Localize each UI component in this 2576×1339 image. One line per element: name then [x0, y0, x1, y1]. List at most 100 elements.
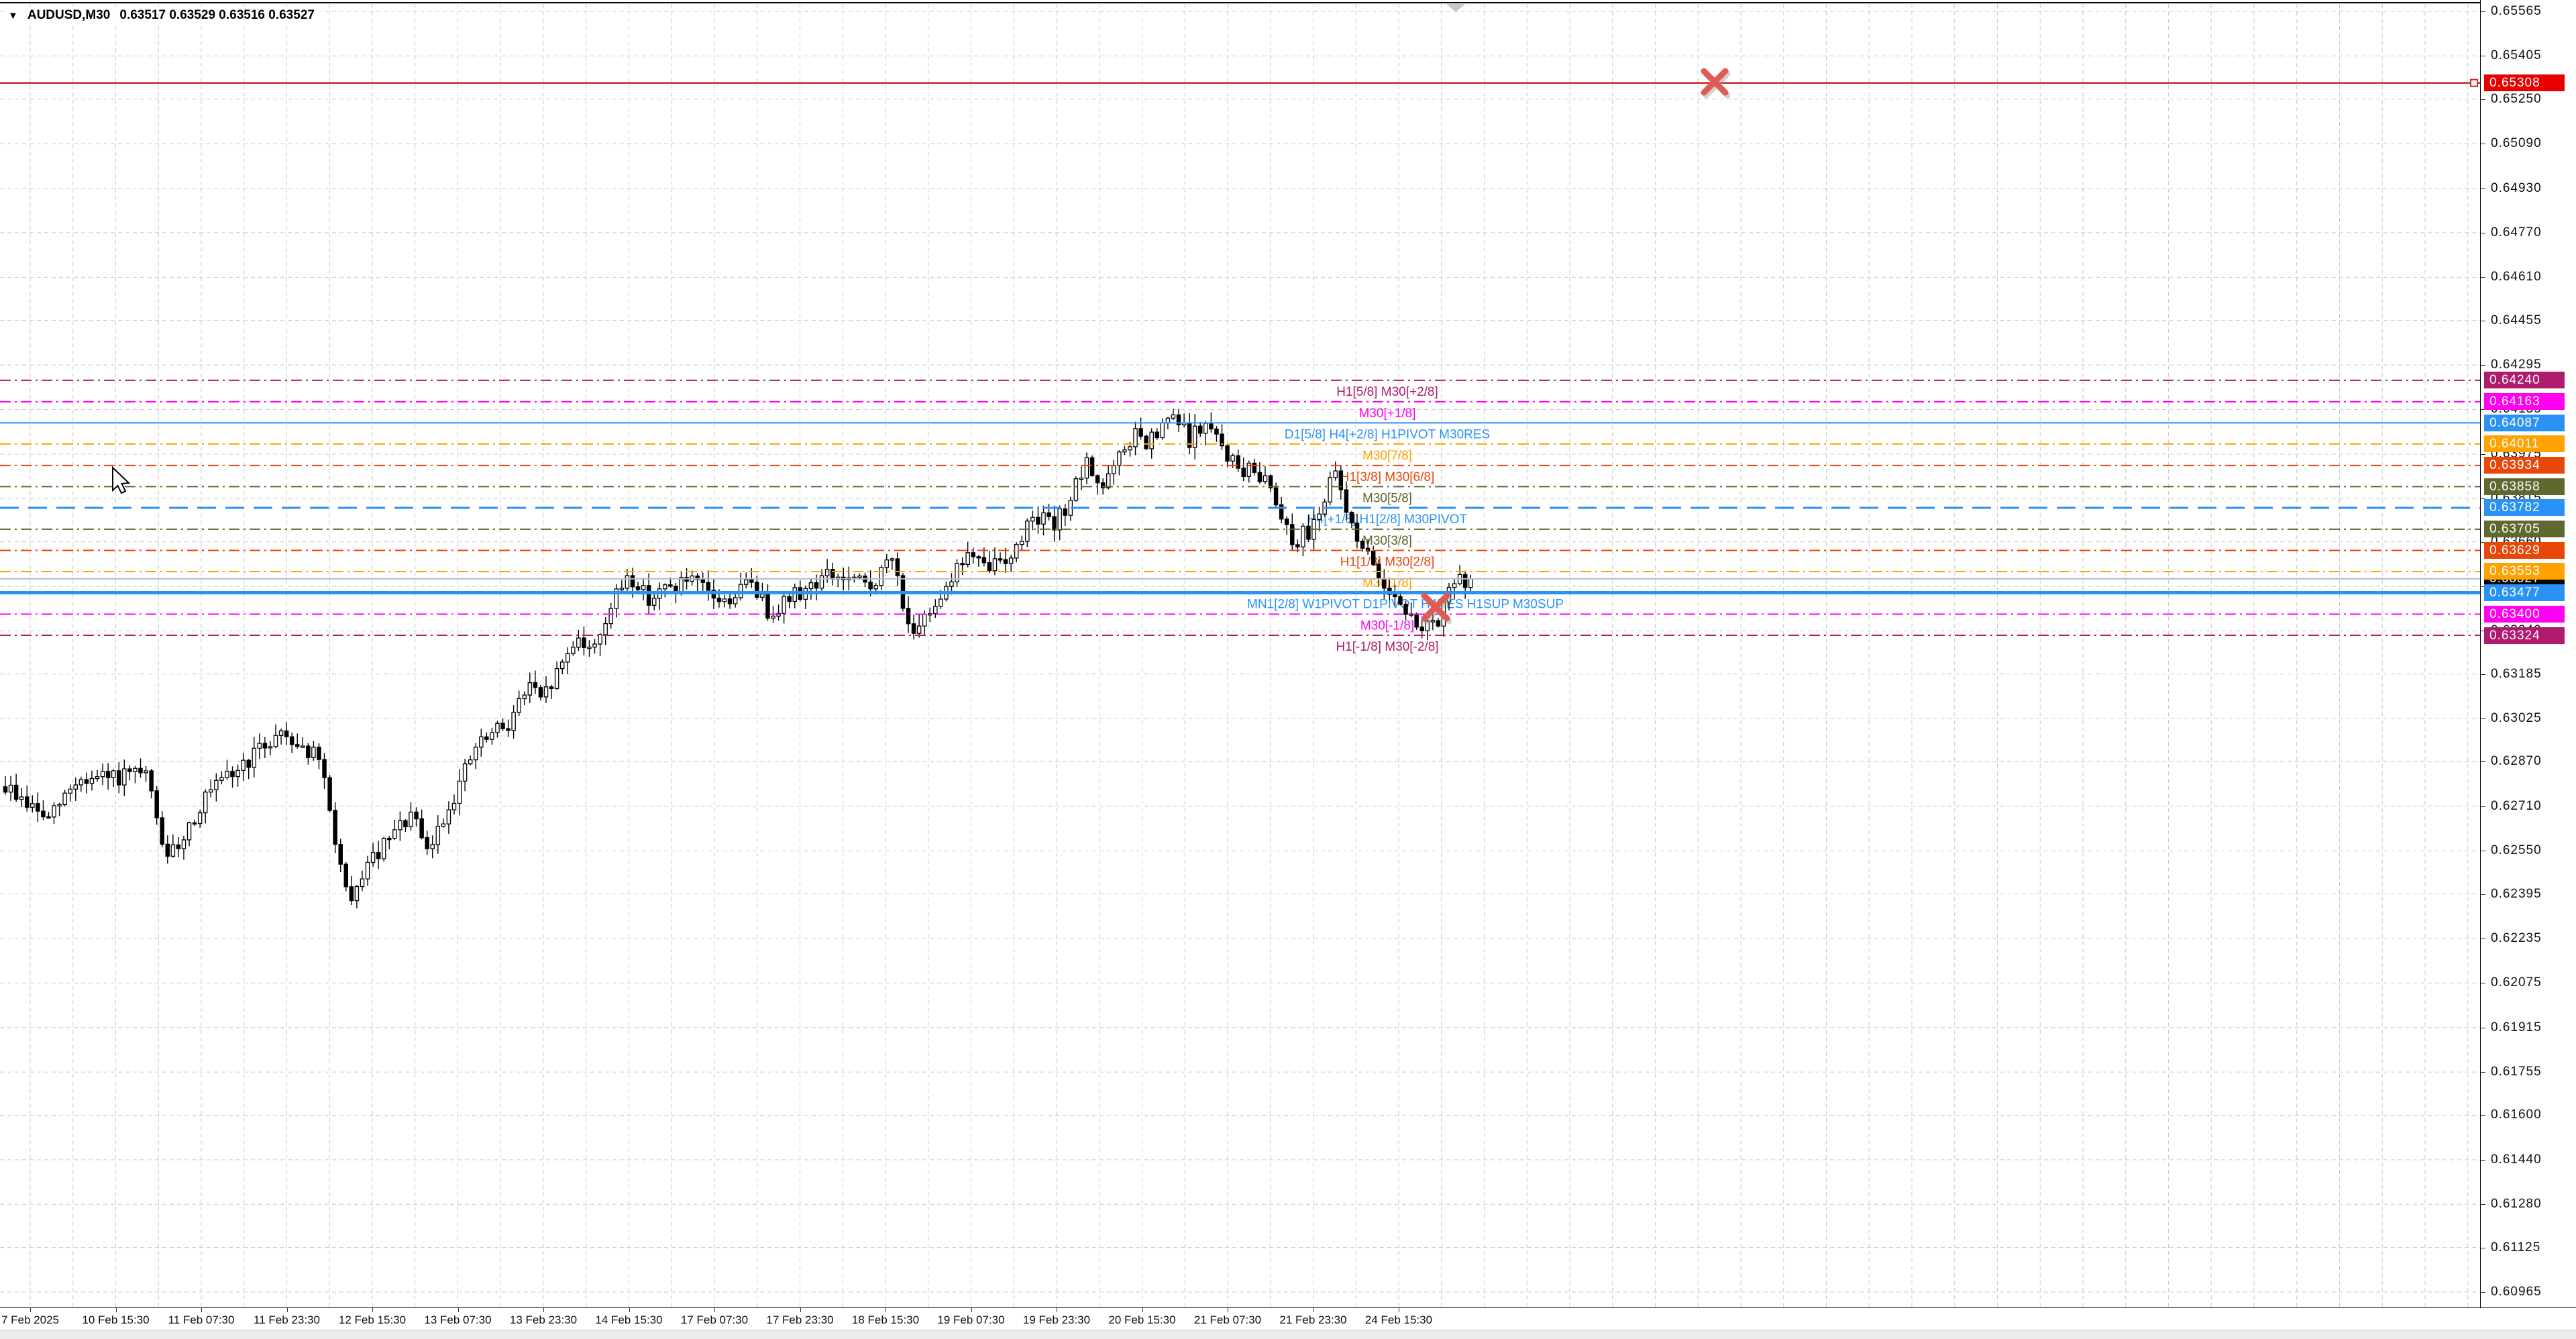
chart-title-bar: ▼ AUDUSD,M30 0.63517 0.63529 0.63516 0.6…: [7, 7, 320, 24]
level-label: H1[5/8] M30[+2/8]: [1336, 385, 1438, 399]
price-tick-label: 0.62870: [2491, 754, 2542, 769]
price-tick-label: 0.60965: [2491, 1285, 2542, 1299]
time-tick-mark: [201, 1308, 202, 1312]
time-tick-label: 12 Feb 15:30: [338, 1314, 407, 1326]
level-price-chip: 0.64163: [2484, 393, 2565, 411]
level-price-chip: 0.64011: [2484, 435, 2565, 453]
line-drag-handle: [2470, 78, 2478, 87]
price-tick-mark: [2481, 1204, 2485, 1206]
price-tick-label: 0.64295: [2491, 358, 2542, 372]
price-tick-label: 0.61755: [2491, 1065, 2542, 1079]
price-axis[interactable]: 0.65565 0.65405 0.65250 0.65090 0.64930 0.647…: [2480, 0, 2576, 1307]
time-axis[interactable]: 7 Feb 2025 10 Feb 15:30 11 Feb 07:30 11 Feb…: [0, 1307, 2576, 1330]
time-tick-label: 7 Feb 2025: [1, 1314, 60, 1326]
chart-symbol-label: AUDUSD,M30: [27, 8, 111, 22]
time-tick-mark: [885, 1308, 886, 1312]
time-tick-label: 10 Feb 15:30: [82, 1314, 150, 1326]
chart-plot-area[interactable]: H1[5/8] M30[+2/8] M30[+1/8] D1[5/8] H4[+2/…: [0, 0, 2480, 1307]
price-tick-label: 0.65250: [2491, 91, 2542, 106]
level-price-chip: 0.63477: [2484, 584, 2565, 602]
time-tick-mark: [714, 1308, 715, 1312]
time-tick-mark: [286, 1308, 288, 1312]
price-tick-mark: [2481, 761, 2485, 763]
time-tick-label: 13 Feb 23:30: [509, 1314, 578, 1326]
price-tick-label: 0.64770: [2491, 225, 2542, 239]
candlesticks: [3, 409, 1473, 909]
level-price-chip: 0.63934: [2484, 457, 2565, 474]
level-label: H4[+1/8] H1[2/8] M30PIVOT: [1307, 513, 1468, 527]
level-label: H1[1/8] M30[2/8]: [1340, 555, 1434, 569]
level-price-chip: 0.63324: [2484, 627, 2565, 644]
price-tick-label: 0.63025: [2491, 711, 2542, 726]
level-price-chip: 0.63553: [2484, 563, 2565, 580]
time-tick-label: 17 Feb 07:30: [680, 1314, 749, 1326]
price-tick-label: 0.64610: [2491, 270, 2542, 284]
price-tick-label: 0.65090: [2491, 136, 2542, 151]
time-tick-label: 19 Feb 23:30: [1022, 1314, 1091, 1326]
level-lines: [0, 78, 2480, 637]
chart-canvas[interactable]: H1[5/8] M30[+2/8] M30[+1/8] D1[5/8] H4[+2/…: [0, 0, 2480, 1307]
alert-cross-icon: [1701, 68, 1731, 99]
time-tick-label: 21 Feb 23:30: [1279, 1314, 1347, 1326]
price-tick-mark: [2481, 1159, 2485, 1161]
time-tick-label: 18 Feb 15:30: [851, 1314, 920, 1326]
price-tick-mark: [2481, 277, 2485, 278]
time-tick-mark: [372, 1308, 373, 1312]
price-tick-mark: [2481, 1115, 2485, 1116]
time-tick-label: 19 Feb 07:30: [937, 1314, 1005, 1326]
time-tick-mark: [115, 1308, 117, 1312]
time-tick-label: 24 Feb 15:30: [1364, 1314, 1433, 1326]
sell-cross-icon: [1421, 592, 1452, 625]
price-tick-mark: [2481, 806, 2485, 807]
price-tick-label: 0.62395: [2491, 886, 2542, 901]
price-tick-mark: [2481, 541, 2485, 543]
price-tick-label: 0.61600: [2491, 1108, 2542, 1122]
symbol-dropdown-icon[interactable]: ▼: [8, 9, 18, 21]
price-tick-mark: [2481, 453, 2485, 455]
grid: [0, 4, 2480, 1307]
price-tick-label: 0.65405: [2491, 48, 2542, 63]
chart-ohlc-values: 0.63517 0.63529 0.63516 0.63527: [119, 8, 315, 22]
level-label: M30[3/8]: [1362, 534, 1412, 548]
mouse-cursor: [112, 466, 131, 494]
level-price-chip: 0.63705: [2484, 521, 2565, 538]
level-label: M30[-1/8]: [1360, 619, 1414, 633]
price-tick-mark: [2481, 894, 2485, 895]
price-tick-label: 0.63185: [2491, 666, 2542, 681]
price-tick-label: 0.62710: [2491, 798, 2542, 813]
price-tick-mark: [2481, 99, 2485, 100]
plot-top-border: [0, 2, 2480, 3]
level-label: H1[-1/8] M30[-2/8]: [1336, 640, 1438, 654]
price-tick-label: 0.62075: [2491, 975, 2542, 990]
time-tick-label: 11 Feb 07:30: [168, 1314, 235, 1326]
level-price-chip: 0.64087: [2484, 414, 2565, 431]
price-tick-label: 0.61125: [2491, 1240, 2541, 1254]
time-tick-label: 11 Feb 23:30: [254, 1314, 320, 1326]
level-price-chip: 0.63782: [2484, 499, 2565, 517]
level-price-chip: 0.63400: [2484, 605, 2565, 623]
price-tick-mark: [2481, 1072, 2485, 1073]
price-tick-label: 0.62550: [2491, 843, 2542, 858]
time-tick-label: 21 Feb 07:30: [1193, 1314, 1262, 1326]
window-bottom-edge: [0, 1330, 2576, 1339]
level-label: M30[+1/8]: [1358, 407, 1415, 421]
price-tick-mark: [2481, 498, 2485, 500]
price-tick-mark: [2481, 718, 2485, 720]
time-tick-mark: [971, 1308, 972, 1312]
time-tick-mark: [800, 1308, 801, 1312]
price-tick-mark: [2481, 1292, 2485, 1293]
chart-shift-marker[interactable]: [1446, 4, 1465, 12]
price-tick-mark: [2481, 674, 2485, 675]
price-tick-label: 0.62235: [2491, 930, 2542, 945]
price-tick-label: 0.65565: [2491, 4, 2542, 18]
level-label: D1[5/8] H4[+2/8] H1PIVOT M30RES: [1285, 427, 1490, 441]
time-tick-label: 13 Feb 07:30: [424, 1314, 492, 1326]
time-tick-label: 14 Feb 15:30: [595, 1314, 663, 1326]
level-label: M30[5/8]: [1362, 491, 1412, 505]
level-label: M30[1/8]: [1362, 576, 1412, 590]
price-tick-mark: [2481, 11, 2485, 12]
price-tick-label: 0.64455: [2491, 313, 2542, 327]
time-tick-mark: [1142, 1308, 1143, 1312]
level-price-chip: 0.63629: [2484, 541, 2565, 559]
